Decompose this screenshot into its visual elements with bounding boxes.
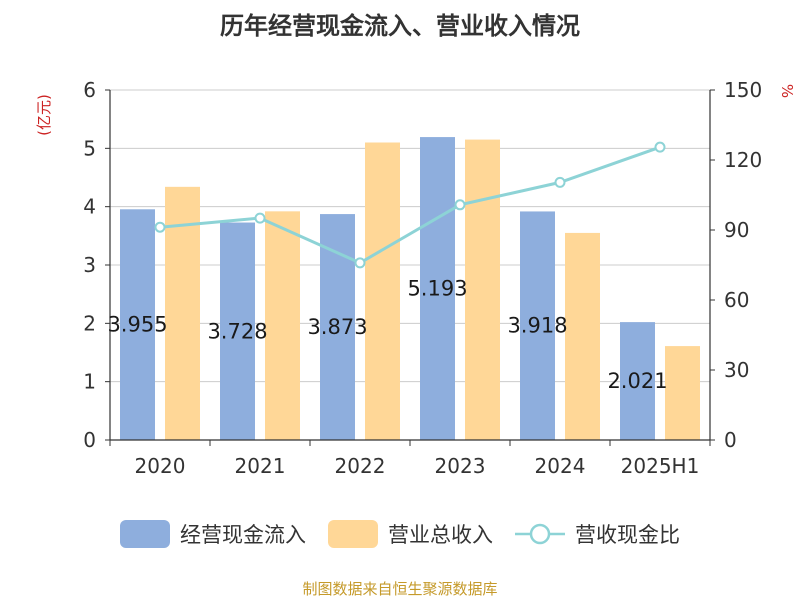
legend-label-cash-inflow: 经营现金流入 xyxy=(180,523,306,547)
y2-tick-label: 60 xyxy=(724,288,749,312)
ratio-point xyxy=(354,257,366,269)
legend-swatch-cash-inflow xyxy=(120,520,170,548)
bar-cash-inflow xyxy=(520,211,555,440)
data-label-cash-inflow: 3.873 xyxy=(307,315,367,339)
legend-label-revenue: 营业总收入 xyxy=(388,523,493,547)
y2-axis-title: % xyxy=(778,84,796,98)
y-tick-label: 3 xyxy=(83,253,96,277)
source-note: 制图数据来自恒生聚源数据库 xyxy=(302,580,498,598)
data-label-cash-inflow: 3.728 xyxy=(207,319,267,343)
bar-revenue xyxy=(165,186,200,440)
x-tick-label: 2025H1 xyxy=(621,454,700,478)
legend-item-ratio[interactable]: 营收现金比 xyxy=(515,519,680,549)
x-tick-label: 2022 xyxy=(335,454,386,478)
legend: 经营现金流入 营业总收入 营收现金比 xyxy=(0,514,800,554)
y-tick-label: 1 xyxy=(83,370,96,394)
bar-revenue xyxy=(465,139,500,441)
legend-swatch-ratio xyxy=(515,523,565,545)
bar-revenue xyxy=(365,142,400,440)
ratio-point xyxy=(554,176,566,188)
ratio-point xyxy=(154,221,166,233)
y2-tick-label: 0 xyxy=(724,428,737,452)
y2-tick-label: 30 xyxy=(724,358,749,382)
bar-revenue xyxy=(665,346,700,440)
data-label-cash-inflow: 5.193 xyxy=(407,277,467,301)
data-labels: 3.955 3.728 3.873 5.193 3.918 2.021 xyxy=(107,277,667,394)
x-tick-label: 2021 xyxy=(235,454,286,478)
ratio-point xyxy=(254,212,266,224)
ratio-line xyxy=(154,141,666,269)
bar-cash-inflow xyxy=(120,209,155,440)
y2-tick-label: 120 xyxy=(724,148,762,172)
y-tick-label: 2 xyxy=(83,311,96,335)
legend-label-ratio: 营收现金比 xyxy=(575,523,680,547)
legend-item-cash-inflow[interactable]: 经营现金流入 xyxy=(120,519,306,549)
ratio-point xyxy=(454,199,466,211)
y-axis-title: (亿元) xyxy=(35,94,53,136)
bar-cash-inflow xyxy=(220,222,255,440)
y-tick-label: 5 xyxy=(83,136,96,160)
data-label-cash-inflow: 3.955 xyxy=(107,313,167,337)
x-tick-label: 2024 xyxy=(535,454,586,478)
legend-swatch-revenue xyxy=(328,520,378,548)
data-label-cash-inflow: 3.918 xyxy=(507,314,567,338)
ratio-line-path xyxy=(159,145,661,265)
bar-cash-inflow xyxy=(620,322,655,440)
bar-revenue xyxy=(265,211,300,440)
bar-revenue xyxy=(565,232,600,440)
legend-item-revenue[interactable]: 营业总收入 xyxy=(328,519,493,549)
grid-lines xyxy=(110,89,710,383)
ratio-point xyxy=(654,141,666,153)
x-tick-label: 2023 xyxy=(435,454,486,478)
y-tick-label: 6 xyxy=(83,78,96,102)
y-tick-label: 0 xyxy=(83,428,96,452)
y2-tick-label: 90 xyxy=(724,218,749,242)
bars xyxy=(120,137,700,441)
bar-cash-inflow xyxy=(420,137,455,440)
chart-title: 历年经营现金流入、营业收入情况 xyxy=(220,12,580,40)
data-label-cash-inflow: 2.021 xyxy=(607,369,667,393)
x-tick-label: 2020 xyxy=(135,454,186,478)
y2-tick-label: 150 xyxy=(724,78,762,102)
y-tick-label: 4 xyxy=(83,195,96,219)
